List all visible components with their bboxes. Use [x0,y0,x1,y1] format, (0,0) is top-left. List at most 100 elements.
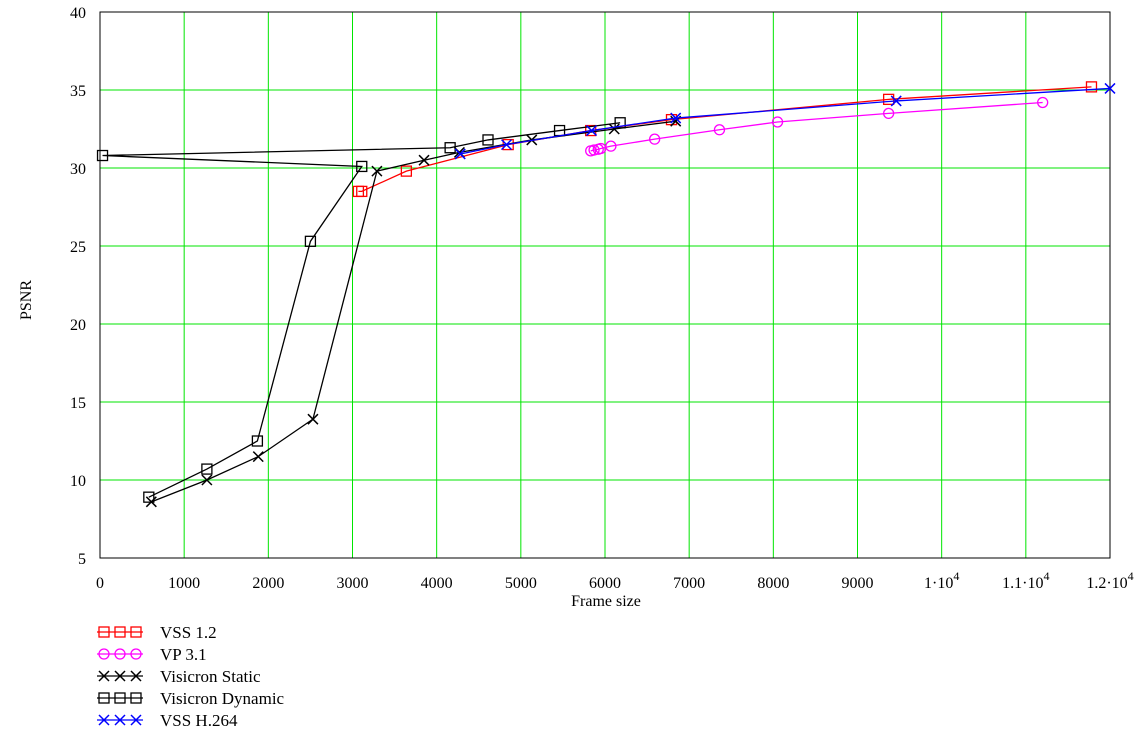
series-line [590,101,1043,152]
x-axis-ticks: 0 1000 2000 3000 4000 5000 6000 7000 8000 9000 1·1… [96,569,1134,592]
grid [100,12,1110,558]
data-point [201,463,213,475]
x-tick-label: 7000 [673,575,705,592]
legend-item: VSS H.264 [97,711,238,730]
legend-label: Visicron Static [160,667,261,686]
legend-marker [114,714,126,726]
data-point [454,148,466,160]
legend-item: Visicron Static [97,667,261,686]
x-tick-label: 8000 [757,575,789,592]
data-point [143,491,155,503]
data-point [307,413,319,425]
plot-frame [99,11,1111,559]
legend-marker [114,692,126,704]
x-tick-label: 1.2·104 [1086,569,1133,592]
data-point [304,235,317,247]
legend-marker [130,648,142,660]
x-tick-mantissa: 1 [924,575,932,592]
data-point [252,451,264,463]
x-tick-label: 4000 [421,575,453,592]
legend-item: Visicron Dynamic [97,689,285,708]
series-line [102,122,621,498]
data-point [713,124,726,136]
data-point [649,133,661,145]
y-tick-label: 30 [70,161,86,178]
data-point [1085,81,1098,93]
series-line [460,87,1111,155]
data-point [356,185,368,198]
legend-label: VSS H.264 [160,711,238,730]
x-tick-mantissa: 1.2 [1086,575,1106,592]
data-point [418,154,430,166]
data-point [251,435,264,447]
data-point [201,474,213,486]
y-tick-label: 40 [70,5,86,22]
x-tick-exponent: 4 [953,569,959,583]
x-tick-mantissa: 1.1 [1002,575,1022,592]
x-tick-label: 3000 [337,575,369,592]
y-tick-label: 10 [70,473,86,490]
x-tick-label: 2000 [252,575,284,592]
data-point [1037,96,1049,109]
x-axis-title: Frame size [571,593,641,610]
data-point [670,112,682,124]
x-tick-exponent: 4 [1043,569,1049,583]
series-1 [585,96,1049,157]
data-point [882,107,895,120]
data-point [771,116,784,128]
legend-label: VP 3.1 [160,645,207,664]
legend-marker [114,670,126,682]
data-point [482,134,494,146]
y-tick-label: 15 [70,395,86,412]
data-point [586,125,598,137]
x-tick-label: 1000 [168,575,200,592]
y-tick-label: 5 [78,551,86,568]
x-tick-label: 0 [96,575,104,592]
y-tick-label: 20 [70,317,86,334]
y-tick-label: 25 [70,239,86,256]
data-point [1104,82,1116,94]
series-line [151,120,676,503]
data-point [588,144,600,156]
legend-marker [130,670,142,682]
data-point [500,139,513,151]
legend-marker [130,626,142,638]
series-4 [454,82,1116,160]
y-axis-ticks: 5 10 15 20 25 30 35 40 [70,5,86,568]
legend-item: VSS 1.2 [97,623,217,642]
x-tick-exponent: 4 [1128,569,1134,583]
legend-marker [98,714,110,726]
x-tick-label: 6000 [589,575,621,592]
series-3 [96,117,626,503]
legend-marker [98,626,110,638]
x-tick-label: 1.1·104 [1002,569,1049,592]
data-point [371,165,383,177]
legend-marker [98,692,110,704]
data-point [608,123,620,135]
legend-label: VSS 1.2 [160,623,217,642]
legend-marker [98,648,110,660]
legend-marker [98,670,110,682]
series-2 [145,115,682,508]
series-group [96,81,1116,508]
legend-marker [130,692,142,704]
x-tick-times-ten: ·10 [932,575,953,592]
data-point [96,149,109,162]
data-point [614,117,626,129]
data-point [356,160,368,173]
legend-item: VP 3.1 [97,645,207,664]
data-point [400,165,413,177]
series-0 [352,81,1098,198]
y-tick-label: 35 [70,83,86,100]
legend-label: Visicron Dynamic [160,689,285,708]
legend: VSS 1.2 VP 3.1 Visicron Static Visicron Dyn… [97,623,285,730]
x-tick-label: 1·104 [924,569,959,592]
x-tick-times-ten: ·10 [1022,575,1043,592]
x-tick-label: 5000 [505,575,537,592]
legend-marker [114,648,126,660]
y-axis-title: PSNR [18,280,35,320]
data-point [605,140,617,152]
x-tick-label: 9000 [842,575,874,592]
data-point [890,95,902,107]
